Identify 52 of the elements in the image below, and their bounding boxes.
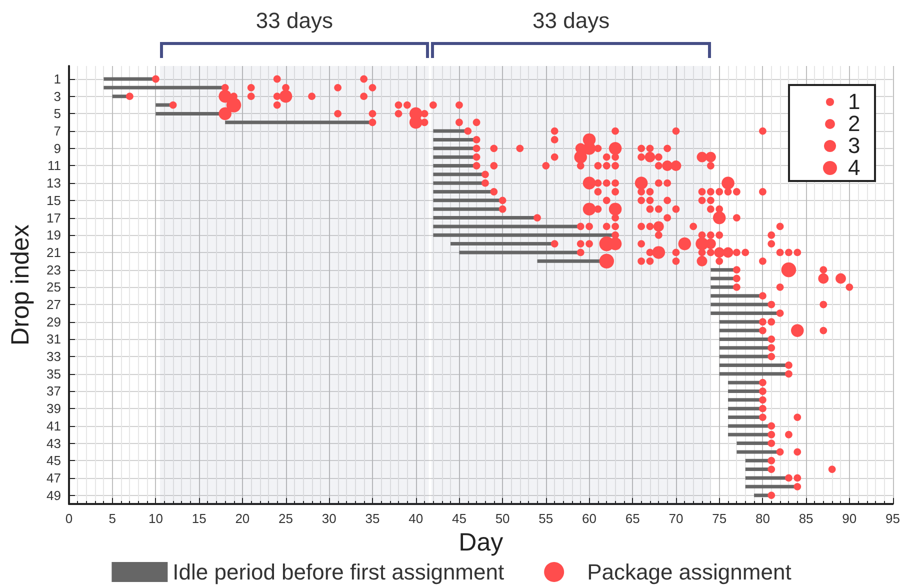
x-tick-label: 5: [108, 511, 116, 526]
legend-label: Idle period before first assignment: [172, 560, 504, 584]
x-axis-title: Day: [458, 528, 504, 556]
x-tick-label: 25: [278, 511, 294, 526]
y-tick-label: 39: [46, 401, 61, 416]
y-tick-label: 27: [46, 297, 61, 312]
y-tick-label: 41: [46, 418, 61, 434]
y-tick-label: 3: [54, 88, 61, 104]
band-label: 33 days: [254, 8, 334, 34]
y-tick-label: 43: [46, 436, 61, 451]
y-tick-label: 45: [46, 453, 61, 468]
y-tick-label: 33: [46, 349, 61, 364]
x-tick-label: 35: [365, 511, 380, 526]
y-tick-label: 11: [48, 158, 61, 174]
x-tick-label: 15: [192, 511, 206, 526]
y-tick-label: 17: [46, 210, 61, 226]
y-tick-label: 19: [46, 228, 61, 243]
x-tick-label: 50: [495, 511, 510, 526]
x-tick-label: 75: [712, 511, 727, 526]
x-tick-label: 30: [322, 511, 336, 526]
x-tick-label: 70: [668, 511, 684, 526]
x-tick-label: 55: [538, 511, 554, 526]
y-tick-label: 5: [54, 106, 61, 122]
size-legend: 1 2 3 4: [788, 84, 876, 182]
x-tick-label: 95: [886, 511, 900, 526]
y-tick-label: 47: [46, 470, 61, 486]
x-tick-label: 45: [452, 511, 466, 526]
x-tick-label: 85: [798, 511, 814, 526]
y-tick-label: 13: [46, 176, 61, 191]
y-tick-label: 15: [46, 192, 61, 208]
x-tick-label: 10: [148, 511, 163, 526]
x-tick-label: 0: [65, 511, 73, 526]
y-tick-label: 25: [46, 280, 61, 295]
legend-label: Package assignment: [587, 560, 792, 584]
x-tick-label: 60: [582, 511, 597, 526]
y-axis-title: Drop index: [6, 224, 34, 346]
y-tick-label: 49: [46, 488, 61, 503]
x-tick-label: 80: [755, 511, 770, 526]
y-tick-label: 21: [46, 244, 61, 260]
y-tick-label: 31: [46, 332, 61, 347]
y-tick-label: 35: [46, 366, 61, 382]
x-tick-label: 20: [235, 511, 250, 526]
y-tick-label: 9: [54, 140, 61, 156]
y-tick-label: 7: [54, 124, 61, 139]
x-tick-label: 65: [625, 511, 640, 526]
y-tick-label: 1: [54, 72, 61, 87]
x-tick-label: 40: [408, 511, 424, 526]
y-tick-label: 23: [46, 262, 61, 278]
y-tick-label: 37: [46, 384, 61, 399]
x-tick-label: 90: [842, 511, 857, 526]
y-tick-label: 29: [46, 314, 61, 330]
band-label: 33 days: [532, 8, 611, 34]
